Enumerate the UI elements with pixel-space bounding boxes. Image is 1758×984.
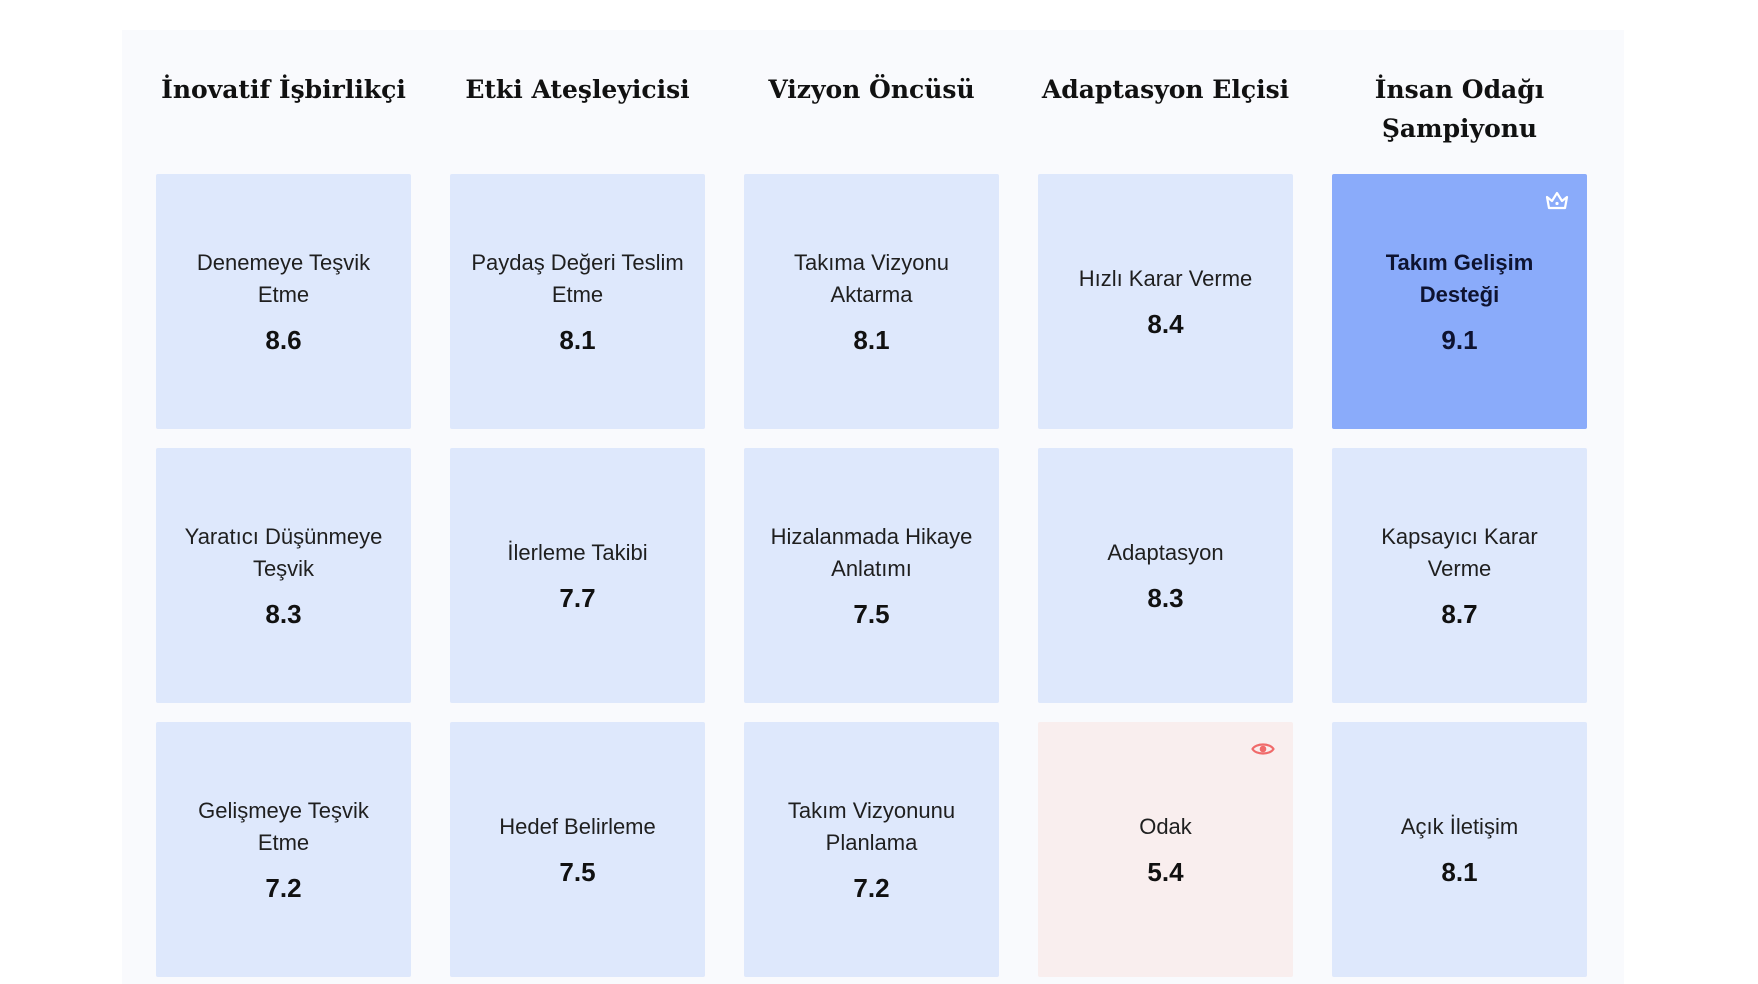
competency-label: Takıma Vizyonu Aktarma xyxy=(794,250,949,307)
column-header-row: İnovatif İşbirlikçi Etki Ateşleyicisi Vi… xyxy=(156,70,1590,160)
competency-score: 8.6 xyxy=(265,325,302,355)
column-header-vision-pioneer: Vizyon Öncüsü xyxy=(768,75,975,104)
crown-icon xyxy=(1545,191,1569,210)
competency-label: Adaptasyon xyxy=(1107,540,1224,565)
competency-label: İlerleme Takibi xyxy=(507,540,648,565)
competency-label: Yaratıcı Düşünmeye Teşvik xyxy=(184,524,383,581)
competency-score: 8.7 xyxy=(1441,599,1478,629)
competency-score: 7.5 xyxy=(853,599,890,629)
competency-score: 7.7 xyxy=(559,583,596,613)
competency-score: 7.5 xyxy=(559,857,596,887)
competency-label: Kapsayıcı Karar Verme xyxy=(1381,524,1538,581)
competency-label: Odak xyxy=(1139,814,1192,839)
competency-card[interactable]: Gelişmeye Teşvik Etme 7.2 xyxy=(156,722,411,977)
competency-card[interactable]: İlerleme Takibi 7.7 xyxy=(450,448,705,703)
competency-label: Takım Vizyonunu Planlama xyxy=(787,798,956,855)
competency-score: 7.2 xyxy=(853,873,890,903)
competency-score: 8.1 xyxy=(853,325,890,355)
competency-card-top[interactable]: Takım Gelişim Desteği 9.1 xyxy=(1332,174,1587,429)
competency-card[interactable]: Hizalanmada Hikaye Anlatımı 7.5 xyxy=(744,448,999,703)
competency-grid: Denemeye Teşvik Etme 8.6 Paydaş Değeri T… xyxy=(156,174,1587,977)
competency-score: 8.3 xyxy=(265,599,302,629)
competency-score: 5.4 xyxy=(1147,857,1184,887)
competency-score: 8.1 xyxy=(1441,857,1478,887)
column-header-adaptation-ambassador: Adaptasyon Elçisi xyxy=(1041,75,1290,104)
competency-card[interactable]: Hedef Belirleme 7.5 xyxy=(450,722,705,977)
column-header-people-focus-champion: İnsan Odağı Şampiyonu xyxy=(1374,75,1545,143)
competency-score: 9.1 xyxy=(1441,325,1478,355)
competency-score: 8.3 xyxy=(1147,583,1184,613)
competency-score: 8.1 xyxy=(559,325,596,355)
eye-icon xyxy=(1251,743,1275,755)
competency-label: Hizalanmada Hikaye Anlatımı xyxy=(770,524,973,581)
competency-label: Açık İletişim xyxy=(1400,814,1519,839)
competency-card[interactable]: Kapsayıcı Karar Verme 8.7 xyxy=(1332,448,1587,703)
competency-card[interactable]: Açık İletişim 8.1 xyxy=(1332,722,1587,977)
competency-label: Takım Gelişim Desteği xyxy=(1385,250,1534,307)
column-header-innovative-collaborator: İnovatif İşbirlikçi xyxy=(161,75,406,104)
competency-card[interactable]: Takıma Vizyonu Aktarma 8.1 xyxy=(744,174,999,429)
competency-card[interactable]: Hızlı Karar Verme 8.4 xyxy=(1038,174,1293,429)
competency-label: Denemeye Teşvik Etme xyxy=(196,250,371,307)
column-header-impact-igniter: Etki Ateşleyicisi xyxy=(465,75,690,104)
competency-label: Gelişmeye Teşvik Etme xyxy=(198,798,369,855)
competency-score: 7.2 xyxy=(265,873,302,903)
competency-card[interactable]: Yaratıcı Düşünmeye Teşvik 8.3 xyxy=(156,448,411,703)
competency-card[interactable]: Paydaş Değeri Teslim Etme 8.1 xyxy=(450,174,705,429)
competency-card-alert[interactable]: Odak 5.4 xyxy=(1038,722,1293,977)
competency-card[interactable]: Denemeye Teşvik Etme 8.6 xyxy=(156,174,411,429)
competency-label: Paydaş Değeri Teslim Etme xyxy=(471,250,684,307)
competency-matrix-panel: İnovatif İşbirlikçi Etki Ateşleyicisi Vi… xyxy=(122,30,1624,984)
competency-card[interactable]: Takım Vizyonunu Planlama 7.2 xyxy=(744,722,999,977)
competency-label: Hızlı Karar Verme xyxy=(1078,266,1253,291)
competency-score: 8.4 xyxy=(1147,309,1184,339)
competency-card[interactable]: Adaptasyon 8.3 xyxy=(1038,448,1293,703)
competency-label: Hedef Belirleme xyxy=(499,814,656,839)
